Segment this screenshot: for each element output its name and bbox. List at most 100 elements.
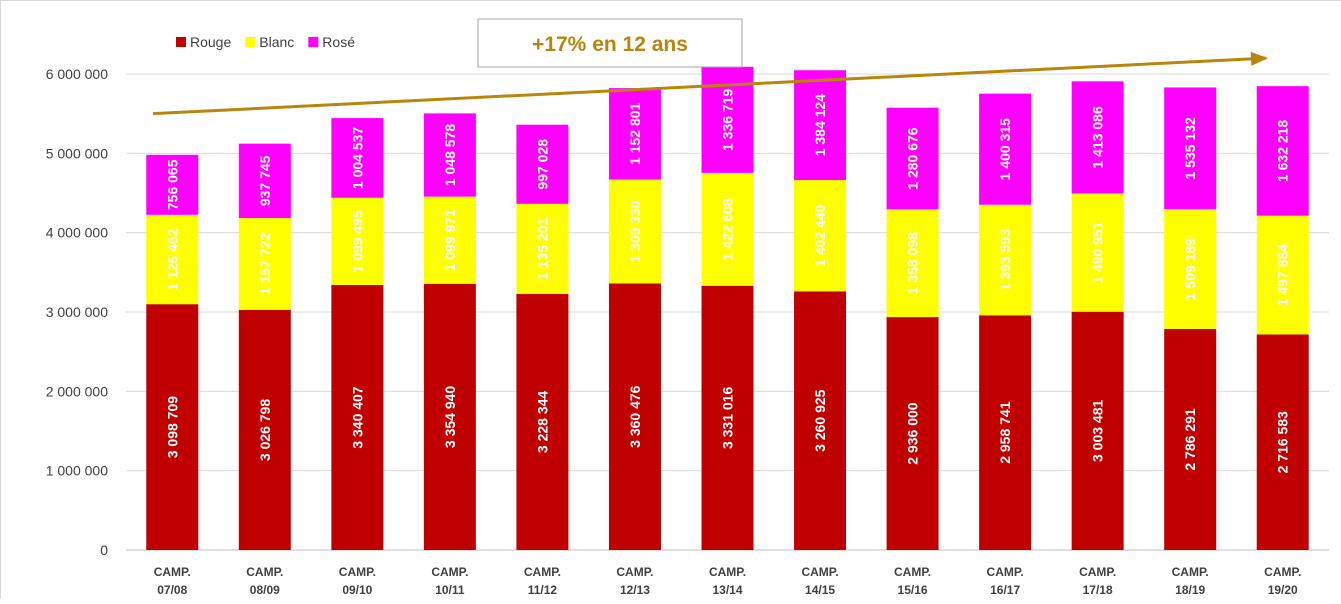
bar-rouge <box>331 284 384 550</box>
bar-rose <box>1164 87 1217 210</box>
trend-arrow-line <box>152 56 1267 116</box>
x-tick-label: 19/20 <box>1268 583 1298 597</box>
x-tick-label: CAMP. <box>709 565 746 579</box>
data-label: 2 716 583 <box>1275 411 1291 473</box>
bar-blanc <box>608 179 661 284</box>
data-label: 1 393 593 <box>997 229 1013 291</box>
y-tick-label: 4 000 000 <box>46 225 108 241</box>
x-tick-label: CAMP. <box>1264 565 1301 579</box>
data-label: 1 497 884 <box>1275 244 1291 306</box>
x-tick-label: 18/19 <box>1175 583 1205 597</box>
x-tick-label: CAMP. <box>1172 565 1209 579</box>
bar-rose <box>1071 81 1124 194</box>
bar-rouge <box>1071 311 1124 550</box>
x-tick-label: CAMP. <box>801 565 838 579</box>
x-tick-label: 14/15 <box>805 583 835 597</box>
bar-rouge <box>608 283 661 550</box>
data-label: 1 400 315 <box>997 118 1013 180</box>
data-label: 1 413 086 <box>1090 106 1106 168</box>
data-label: 1 135 201 <box>534 218 550 280</box>
bar-rose <box>516 124 569 204</box>
x-tick-label: CAMP. <box>1079 565 1116 579</box>
x-tick-label: 08/09 <box>250 583 280 597</box>
bar-blanc <box>1071 193 1124 312</box>
data-label: 3 003 481 <box>1090 400 1106 462</box>
y-tick-label: 2 000 000 <box>46 383 108 399</box>
bar-rose <box>331 118 384 198</box>
data-label: 1 490 951 <box>1090 221 1106 283</box>
x-tick-label: 15/16 <box>898 583 928 597</box>
data-label: 1 309 330 <box>627 200 643 262</box>
legend-swatch <box>245 37 256 47</box>
x-tick-label: CAMP. <box>246 565 283 579</box>
data-label: 3 098 709 <box>164 396 180 458</box>
bar-rose <box>1256 86 1309 216</box>
x-tick-label: CAMP. <box>431 565 468 579</box>
legend-label: Rosé <box>322 34 355 50</box>
x-tick-label: CAMP. <box>154 565 191 579</box>
data-label: 3 360 476 <box>627 385 643 447</box>
x-tick-label: 07/08 <box>157 583 187 597</box>
data-label: 1 384 124 <box>812 94 828 156</box>
data-label: 756 065 <box>164 159 180 210</box>
x-tick-label: CAMP. <box>524 565 561 579</box>
bar-rouge <box>1256 334 1309 550</box>
data-label: 937 745 <box>257 155 273 206</box>
bar-rose <box>238 143 291 219</box>
x-tick-label: 16/17 <box>990 583 1020 597</box>
data-label: 3 331 016 <box>720 387 736 449</box>
x-tick-label: CAMP. <box>987 565 1024 579</box>
x-tick-label: 10/11 <box>435 583 465 597</box>
data-label: 2 936 000 <box>905 402 921 464</box>
bar-blanc <box>1256 215 1309 335</box>
legend-label: Blanc <box>259 34 294 50</box>
bar-blanc <box>886 209 939 318</box>
bar-blanc <box>331 197 384 285</box>
bar-blanc <box>1164 209 1217 329</box>
data-label: 1 422 608 <box>720 198 736 260</box>
bar-blanc <box>794 180 847 292</box>
data-label: 3 260 925 <box>812 389 828 451</box>
data-label: 1 402 440 <box>812 204 828 266</box>
x-tick-label: 09/10 <box>342 583 372 597</box>
legend-swatch <box>176 37 186 47</box>
legend-swatch <box>308 37 319 47</box>
x-tick-label: CAMP. <box>894 565 931 579</box>
data-label: 1 632 218 <box>1275 120 1291 182</box>
data-label: 1 336 719 <box>720 89 736 151</box>
bar-rouge <box>516 293 569 550</box>
x-tick-label: 17/18 <box>1083 583 1113 597</box>
data-label: 3 228 344 <box>534 391 550 453</box>
x-tick-label: 12/13 <box>620 583 650 597</box>
bar-rouge <box>886 317 939 550</box>
x-tick-label: CAMP. <box>339 565 376 579</box>
bar-rouge <box>1164 328 1217 550</box>
data-label: 2 786 291 <box>1182 408 1198 470</box>
data-label: 1 099 495 <box>349 210 365 272</box>
x-tick-label: 13/14 <box>712 583 742 597</box>
bar-rose <box>794 70 847 181</box>
bar-rouge <box>794 291 847 550</box>
data-label: 1 358 098 <box>905 232 921 294</box>
annotation-box <box>477 18 743 68</box>
bar-rose <box>608 88 661 180</box>
data-label: 3 354 940 <box>442 386 458 448</box>
bar-blanc <box>238 218 291 310</box>
bar-rose <box>146 154 199 215</box>
y-tick-label: 0 <box>100 542 108 558</box>
trend-arrow-head <box>1250 51 1268 66</box>
data-label: 1 004 537 <box>349 127 365 189</box>
data-label: 2 958 741 <box>997 401 1013 463</box>
bar-rouge <box>423 283 476 550</box>
data-label: 1 535 132 <box>1182 117 1198 179</box>
bar-rouge <box>701 285 754 550</box>
data-label: 1 152 801 <box>627 102 643 164</box>
bar-rouge <box>979 315 1032 550</box>
bar-rose <box>423 113 476 197</box>
x-tick-label: 11/12 <box>528 583 558 597</box>
bar-rouge <box>146 304 199 550</box>
y-tick-label: 3 000 000 <box>46 304 108 320</box>
data-label: 1 280 676 <box>905 127 921 189</box>
data-label: 1 048 578 <box>442 124 458 186</box>
